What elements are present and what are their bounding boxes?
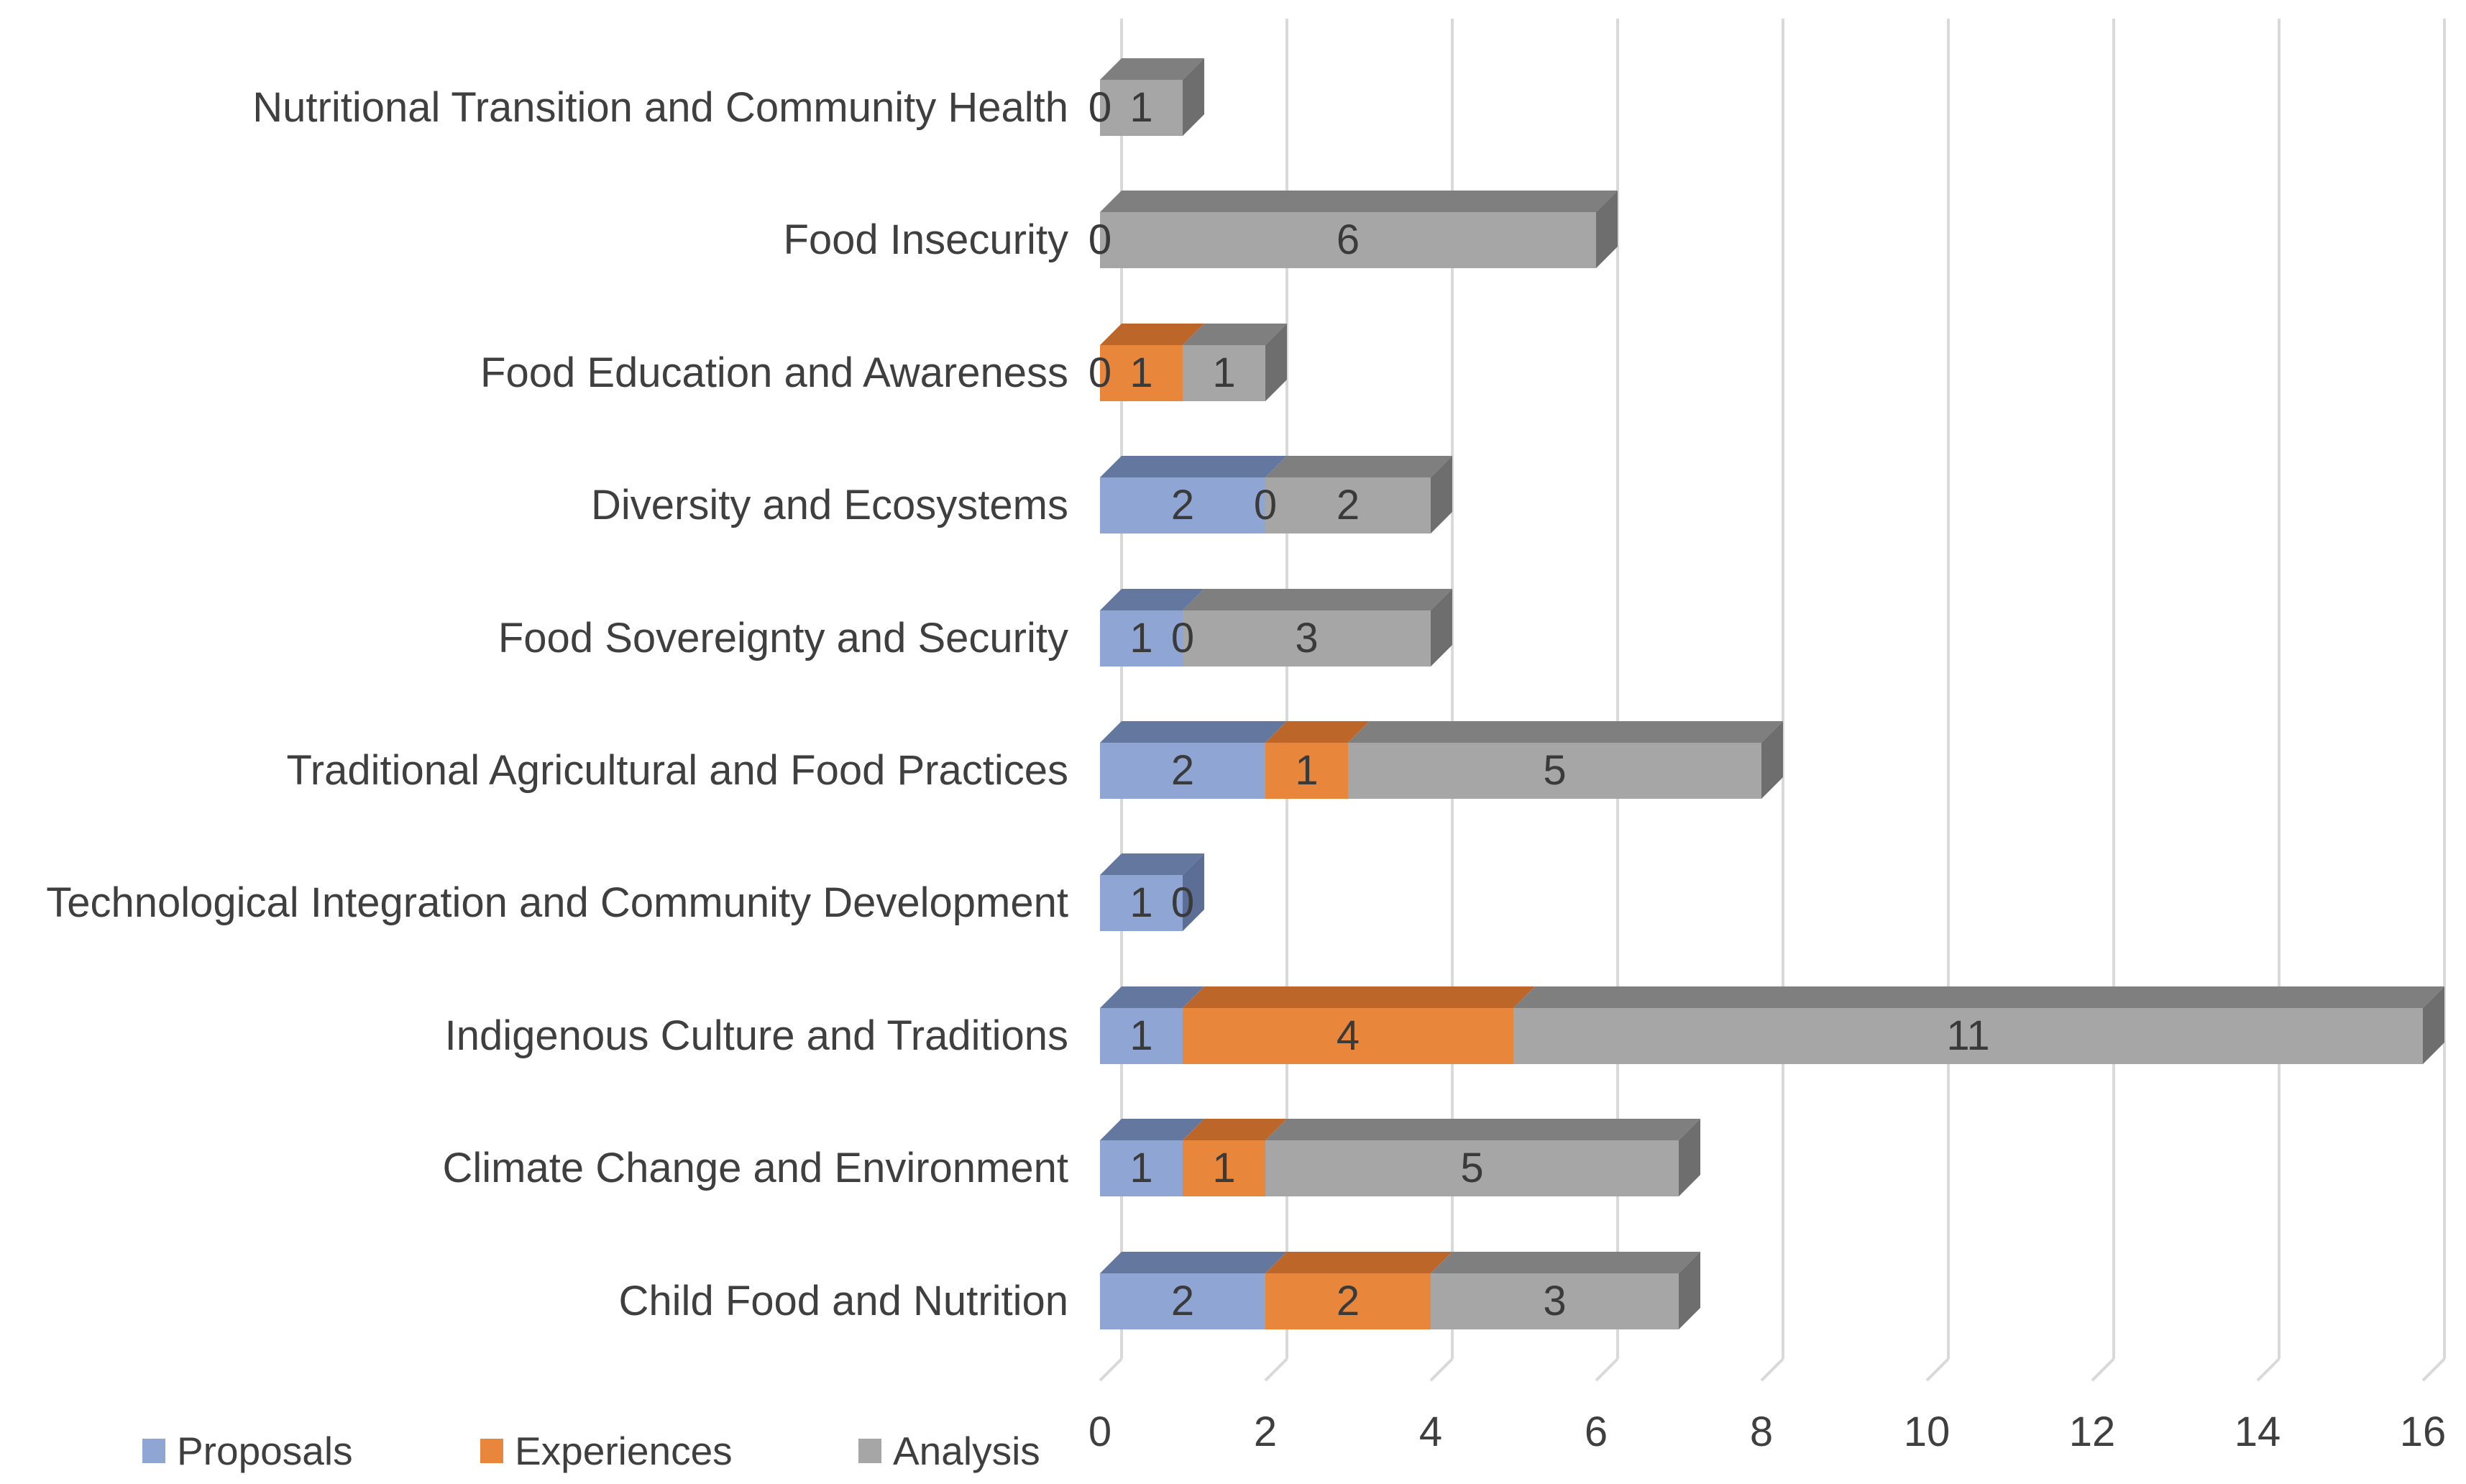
bar-value-label: 1	[1129, 879, 1153, 927]
bar-value-label: 0	[1088, 216, 1112, 264]
gridline-floor-slant	[1925, 1357, 1950, 1382]
bar-segment-experiences	[1100, 344, 1183, 401]
bar-value-label: 11	[1946, 1012, 1990, 1059]
bar-value-label: 6	[1336, 216, 1360, 264]
gridline-floor-slant	[2256, 1357, 2281, 1382]
bar-value-label: 1	[1129, 614, 1153, 661]
bar-segment-proposals	[1100, 610, 1183, 667]
x-tick-label: 16	[2399, 1409, 2447, 1455]
bar-value-label: 0	[1088, 349, 1112, 396]
category-label: Nutritional Transition and Community Hea…	[252, 84, 1068, 131]
bar-value-label: 5	[1460, 1145, 1484, 1192]
bar-value-label: 2	[1170, 1277, 1195, 1324]
legend-swatch-proposals	[142, 1439, 165, 1463]
bar-value-label: 2	[1170, 747, 1195, 794]
bar-value-label: 1	[1129, 349, 1153, 396]
legend-item-proposals: Proposals	[142, 1429, 353, 1473]
bar-value-label: 1	[1129, 84, 1153, 131]
bar-segment-analysis	[1513, 1007, 2423, 1064]
bar-segment-experiences	[1183, 1007, 1513, 1064]
x-tick-label: 6	[1584, 1409, 1608, 1455]
legend-item-analysis: Analysis	[858, 1429, 1040, 1473]
bar-value-label: 4	[1336, 1012, 1360, 1059]
x-tick-label: 0	[1088, 1409, 1112, 1455]
bar-value-label: 3	[1543, 1277, 1567, 1324]
category-label: Food Insecurity	[783, 216, 1068, 264]
bar-segment-experiences	[1183, 1140, 1265, 1197]
x-tick-label: 8	[1749, 1409, 1774, 1455]
bar-segment-analysis	[1348, 743, 1761, 799]
gridline-floor-slant	[2091, 1357, 2115, 1382]
bar-value-label: 1	[1212, 349, 1236, 396]
bar-value-label: 5	[1543, 747, 1567, 794]
bar-value-label: 1	[1129, 1012, 1153, 1059]
bar-value-label: 2	[1170, 482, 1195, 529]
x-tick-label: 10	[1903, 1409, 1951, 1455]
category-label: Traditional Agricultural and Food Practi…	[286, 747, 1069, 794]
x-tick-label: 12	[2068, 1409, 2116, 1455]
bar-value-label: 1	[1295, 747, 1319, 794]
bar-segment-experiences	[1265, 1273, 1431, 1329]
category-label: Food Education and Awareness	[480, 349, 1068, 396]
gridline-floor-slant	[1760, 1357, 1784, 1382]
legend-label-proposals: Proposals	[177, 1429, 353, 1473]
gridline-floor-slant	[1099, 1357, 1123, 1382]
bar-value-label: 0	[1253, 482, 1278, 529]
bar-segment-proposals	[1100, 1007, 1183, 1064]
legend-item-experiences: Experiences	[480, 1429, 733, 1473]
bar-value-label: 0	[1170, 614, 1195, 661]
x-tick-label: 4	[1418, 1409, 1443, 1455]
bar-segment-analysis	[1431, 1273, 1679, 1329]
category-label: Indigenous Culture and Traditions	[444, 1012, 1068, 1059]
bar-segment-proposals	[1100, 1140, 1183, 1197]
category-label: Technological Integration and Community …	[46, 879, 1068, 927]
bar-segment-proposals	[1100, 1273, 1265, 1329]
gridline-floor-slant	[2421, 1357, 2446, 1382]
bar-value-label: 0	[1170, 879, 1195, 927]
bar-segment-analysis	[1183, 344, 1265, 401]
gridline-floor-slant	[1264, 1357, 1288, 1382]
gridline-floor-slant	[1429, 1357, 1454, 1382]
bar-segment-analysis	[1100, 212, 1596, 269]
legend-label-analysis: Analysis	[893, 1429, 1040, 1473]
category-label: Food Sovereignty and Security	[498, 614, 1068, 661]
category-label: Climate Change and Environment	[442, 1145, 1068, 1192]
legend-label-experiences: Experiences	[515, 1429, 733, 1473]
bar-value-label: 0	[1088, 84, 1112, 131]
bar-value-label: 1	[1212, 1145, 1236, 1192]
bar-segment-experiences	[1265, 743, 1348, 799]
bar-value-label: 1	[1129, 1145, 1153, 1192]
bar-value-label: 2	[1336, 482, 1360, 529]
bar-value-label: 0	[1088, 216, 1112, 264]
bar-value-label: 2	[1336, 1277, 1360, 1324]
bar-segment-analysis	[1265, 1140, 1679, 1197]
bar-segment-proposals	[1100, 743, 1265, 799]
bar-segment-proposals	[1100, 477, 1265, 534]
category-label: Diversity and Ecosystems	[591, 482, 1068, 529]
legend-swatch-analysis	[858, 1439, 881, 1463]
bar-value-label: 0	[1088, 84, 1112, 131]
bar-value-label: 0	[1170, 879, 1195, 927]
gridline-floor-slant	[1595, 1357, 1619, 1382]
bar-segment-analysis	[1265, 477, 1431, 534]
legend-swatch-experiences	[480, 1439, 503, 1463]
bar-segment-analysis	[1100, 80, 1183, 136]
bar-segment-proposals	[1100, 875, 1183, 932]
bar-segment-analysis	[1183, 610, 1431, 667]
category-label: Child Food and Nutrition	[618, 1277, 1068, 1324]
bar-value-label: 3	[1295, 614, 1319, 661]
x-tick-label: 14	[2234, 1409, 2281, 1455]
x-tick-label: 2	[1253, 1409, 1278, 1455]
